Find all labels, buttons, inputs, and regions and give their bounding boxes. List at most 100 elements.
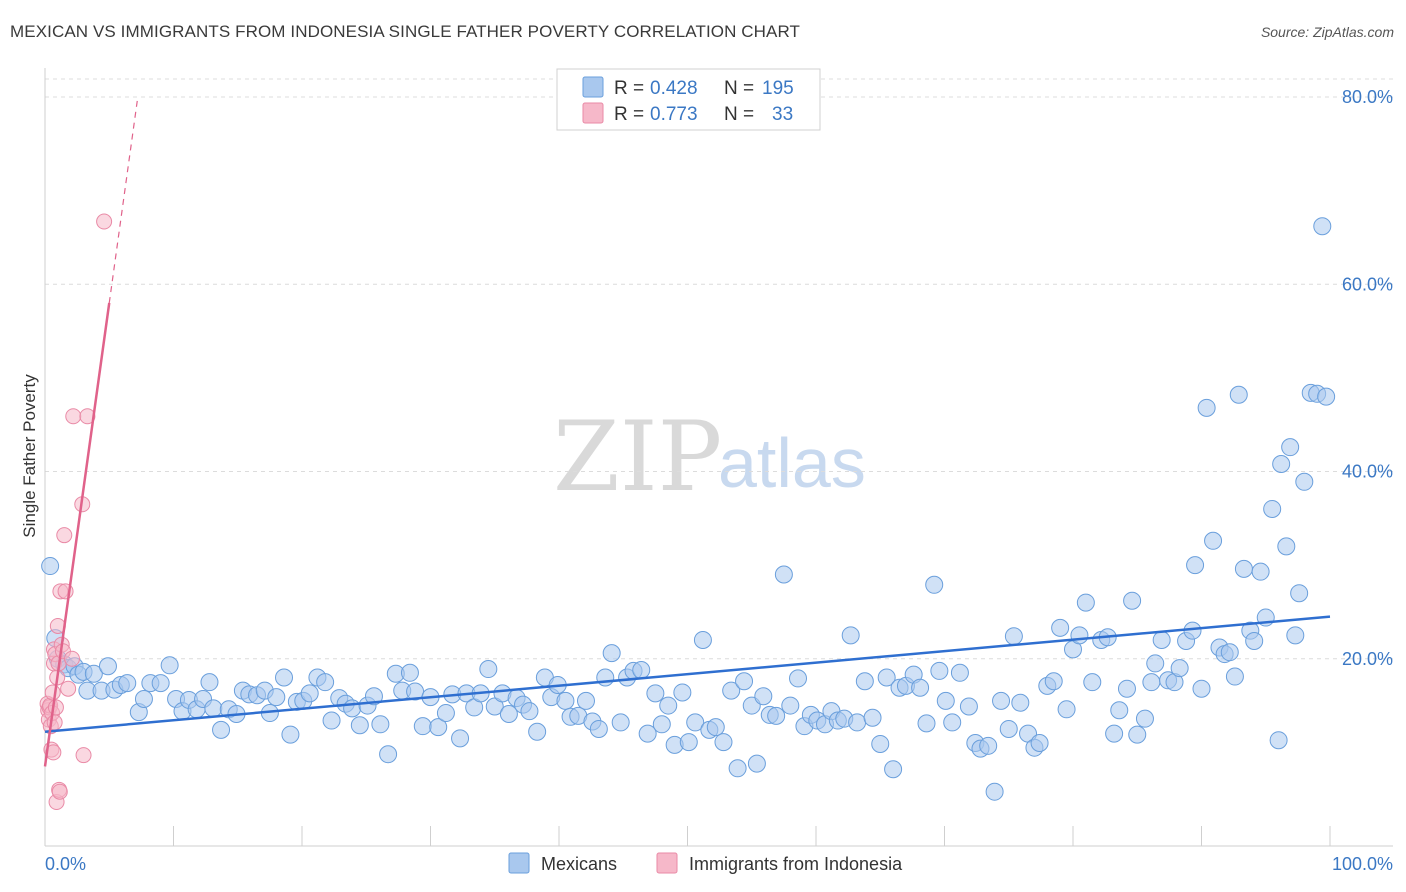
point-mexicans-42	[316, 673, 335, 692]
point-mexicans-174	[1204, 531, 1223, 550]
point-mexicans-11	[98, 657, 117, 676]
point-indonesia-26	[60, 680, 77, 697]
point-mexicans-102	[735, 672, 754, 691]
point-mexicans-35	[267, 688, 286, 707]
point-mexicans-47	[350, 716, 369, 735]
point-mexicans-160	[1123, 591, 1142, 610]
bottom-legend-label-mexicans: Mexicans	[541, 854, 617, 874]
point-mexicans-158	[1110, 701, 1129, 720]
point-mexicans-58	[429, 718, 448, 737]
series-mexicans-points	[41, 217, 1336, 801]
point-mexicans-159	[1117, 679, 1136, 698]
point-mexicans-83	[602, 644, 621, 663]
point-mexicans-138	[979, 736, 998, 755]
legend-r-value-mexicans: 0.428	[650, 78, 698, 99]
trend-line-indonesia-extension	[108, 96, 139, 304]
point-mexicans-90	[652, 715, 671, 734]
point-mexicans-185	[1263, 499, 1282, 518]
bottom-legend-label-indonesia: Immigrants from Indonesia	[689, 854, 903, 874]
point-mexicans-196	[1317, 387, 1336, 406]
point-mexicans-9	[84, 664, 103, 683]
top-legend: R = 0.428 N = 195 R = 0.773 N = 33	[556, 68, 821, 131]
bottom-legend: Mexicans Immigrants from Indonesia	[508, 852, 903, 874]
point-mexicans-180	[1234, 559, 1253, 578]
point-mexicans-46	[343, 699, 362, 718]
point-mexicans-131	[930, 661, 949, 680]
point-mexicans-152	[1070, 626, 1089, 645]
bottom-legend-swatch-indonesia	[656, 852, 678, 874]
point-mexicans-183	[1251, 562, 1270, 581]
point-mexicans-123	[877, 668, 896, 687]
point-mexicans-93	[673, 683, 692, 702]
point-mexicans-36	[275, 668, 294, 687]
y-tick-label-60: 60.0%	[1342, 274, 1393, 294]
point-mexicans-43	[322, 711, 341, 730]
point-mexicans-178	[1225, 667, 1244, 686]
point-mexicans-40	[300, 684, 319, 703]
y-tick-label-20: 20.0%	[1342, 649, 1393, 669]
point-mexicans-100	[722, 681, 741, 700]
point-mexicans-68	[499, 704, 518, 723]
bottom-legend-swatch-mexicans	[508, 852, 530, 874]
source-label: Source: ZipAtlas.com	[1260, 24, 1394, 40]
point-mexicans-189	[1281, 438, 1300, 457]
point-mexicans-133	[943, 713, 962, 732]
point-mexicans-128	[911, 678, 930, 697]
point-mexicans-149	[1051, 618, 1070, 637]
point-mexicans-89	[646, 684, 665, 703]
point-mexicans-129	[917, 714, 936, 733]
point-mexicans-186	[1269, 731, 1288, 750]
point-mexicans-192	[1295, 472, 1314, 491]
point-mexicans-95	[686, 713, 705, 732]
legend-n-label-indonesia: N =	[724, 104, 754, 125]
point-mexicans-187	[1272, 455, 1291, 474]
point-mexicans-121	[863, 708, 882, 727]
point-mexicans-132	[936, 691, 955, 710]
point-mexicans-109	[781, 696, 800, 715]
point-indonesia-14	[47, 699, 64, 716]
point-mexicans-134	[950, 663, 969, 682]
point-mexicans-110	[789, 669, 808, 688]
y-tick-label-40: 40.0%	[1342, 462, 1393, 482]
point-mexicans-18	[151, 674, 170, 693]
chart-title: MEXICAN VS IMMIGRANTS FROM INDONESIA SIN…	[10, 22, 801, 41]
point-mexicans-88	[638, 724, 657, 743]
legend-swatch-mexicans	[582, 76, 604, 98]
y-axis-title: Single Father Poverty	[20, 374, 39, 538]
point-mexicans-164	[1146, 654, 1165, 673]
point-mexicans-19	[160, 656, 179, 675]
point-mexicans-27	[212, 720, 231, 739]
x-tick-label-0: 0.0%	[45, 854, 86, 874]
point-indonesia-24	[56, 527, 73, 544]
point-indonesia-8	[44, 684, 61, 701]
point-mexicans-98	[706, 718, 725, 737]
x-axis-ticks	[44, 826, 1331, 846]
point-mexicans-79	[576, 691, 595, 710]
legend-n-label-mexicans: N =	[724, 78, 754, 99]
point-mexicans-148	[1044, 672, 1063, 691]
point-mexicans-120	[855, 672, 874, 691]
point-mexicans-142	[1004, 627, 1023, 646]
legend-r-label-indonesia: R =	[614, 104, 644, 125]
trend-line-indonesia	[43, 302, 111, 767]
point-mexicans-143	[1011, 693, 1030, 712]
point-mexicans-0	[41, 557, 60, 576]
point-mexicans-56	[413, 717, 432, 736]
point-indonesia-32	[96, 213, 113, 230]
point-mexicans-168	[1170, 659, 1189, 678]
point-mexicans-191	[1290, 584, 1309, 603]
point-mexicans-82	[596, 668, 615, 687]
point-mexicans-104	[747, 754, 766, 773]
point-indonesia-20	[51, 783, 68, 800]
point-mexicans-171	[1186, 556, 1205, 575]
point-indonesia-30	[75, 747, 92, 764]
point-mexicans-37	[281, 725, 300, 744]
point-mexicans-54	[400, 663, 419, 682]
point-mexicans-87	[632, 660, 651, 679]
legend-n-value-indonesia: 33	[772, 104, 793, 125]
point-mexicans-179	[1229, 385, 1248, 404]
point-mexicans-14	[118, 674, 137, 693]
point-mexicans-99	[714, 733, 733, 752]
point-mexicans-101	[728, 759, 747, 778]
